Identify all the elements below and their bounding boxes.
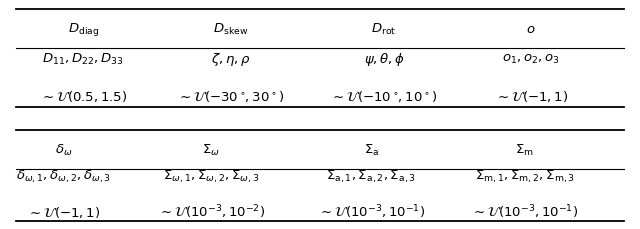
Text: $\Sigma_{\mathrm{m}}$: $\Sigma_{\mathrm{m}}$ bbox=[515, 142, 534, 158]
Text: $\sim \mathcal{U}(-1, 1)$: $\sim \mathcal{U}(-1, 1)$ bbox=[495, 88, 568, 103]
Text: $\delta_{\omega,1}, \delta_{\omega,2}, \delta_{\omega,3}$: $\delta_{\omega,1}, \delta_{\omega,2}, \… bbox=[17, 168, 111, 184]
Text: $\sim \mathcal{U}(10^{-3}, 10^{-1})$: $\sim \mathcal{U}(10^{-3}, 10^{-1})$ bbox=[471, 202, 579, 220]
Text: $\zeta, \eta, \rho$: $\zeta, \eta, \rho$ bbox=[211, 51, 250, 67]
Text: $\Sigma_{\omega}$: $\Sigma_{\omega}$ bbox=[202, 142, 220, 158]
Text: $\sim \mathcal{U}(10^{-3}, 10^{-2})$: $\sim \mathcal{U}(10^{-3}, 10^{-2})$ bbox=[157, 202, 265, 220]
Text: $D_{\mathrm{rot}}$: $D_{\mathrm{rot}}$ bbox=[371, 22, 397, 37]
Text: $D_{11}, D_{22}, D_{33}$: $D_{11}, D_{22}, D_{33}$ bbox=[42, 52, 124, 66]
Text: $\sim \mathcal{U}(0.5, 1.5)$: $\sim \mathcal{U}(0.5, 1.5)$ bbox=[40, 88, 127, 103]
Text: $o$: $o$ bbox=[527, 23, 536, 36]
Text: $\Sigma_{\mathrm{m},1}, \Sigma_{\mathrm{m},2}, \Sigma_{\mathrm{m},3}$: $\Sigma_{\mathrm{m},1}, \Sigma_{\mathrm{… bbox=[475, 168, 575, 184]
Text: $\delta_{\omega}$: $\delta_{\omega}$ bbox=[55, 142, 73, 158]
Text: $o_1, o_2, o_3$: $o_1, o_2, o_3$ bbox=[502, 52, 560, 65]
Text: $\sim \mathcal{U}(-30^\circ\!, 30^\circ)$: $\sim \mathcal{U}(-30^\circ\!, 30^\circ)… bbox=[177, 88, 284, 103]
Text: $D_{\mathrm{diag}}$: $D_{\mathrm{diag}}$ bbox=[68, 21, 99, 38]
Text: $\Sigma_{\mathrm{a},1}, \Sigma_{\mathrm{a},2}, \Sigma_{\mathrm{a},3}$: $\Sigma_{\mathrm{a},1}, \Sigma_{\mathrm{… bbox=[326, 168, 416, 184]
Text: $\Sigma_{\mathrm{a}}$: $\Sigma_{\mathrm{a}}$ bbox=[364, 142, 379, 158]
Text: $\Sigma_{\omega,1}, \Sigma_{\omega,2}, \Sigma_{\omega,3}$: $\Sigma_{\omega,1}, \Sigma_{\omega,2}, \… bbox=[163, 168, 259, 184]
Text: $\sim \mathcal{U}(-1, 1)$: $\sim \mathcal{U}(-1, 1)$ bbox=[28, 204, 100, 219]
Text: $D_{\mathrm{skew}}$: $D_{\mathrm{skew}}$ bbox=[212, 22, 248, 37]
Text: $\sim \mathcal{U}(-10^\circ\!, 10^\circ)$: $\sim \mathcal{U}(-10^\circ\!, 10^\circ)… bbox=[330, 88, 438, 103]
Text: $\psi, \theta, \phi$: $\psi, \theta, \phi$ bbox=[364, 51, 404, 67]
Text: $\sim \mathcal{U}(10^{-3}, 10^{-1})$: $\sim \mathcal{U}(10^{-3}, 10^{-1})$ bbox=[317, 202, 425, 220]
